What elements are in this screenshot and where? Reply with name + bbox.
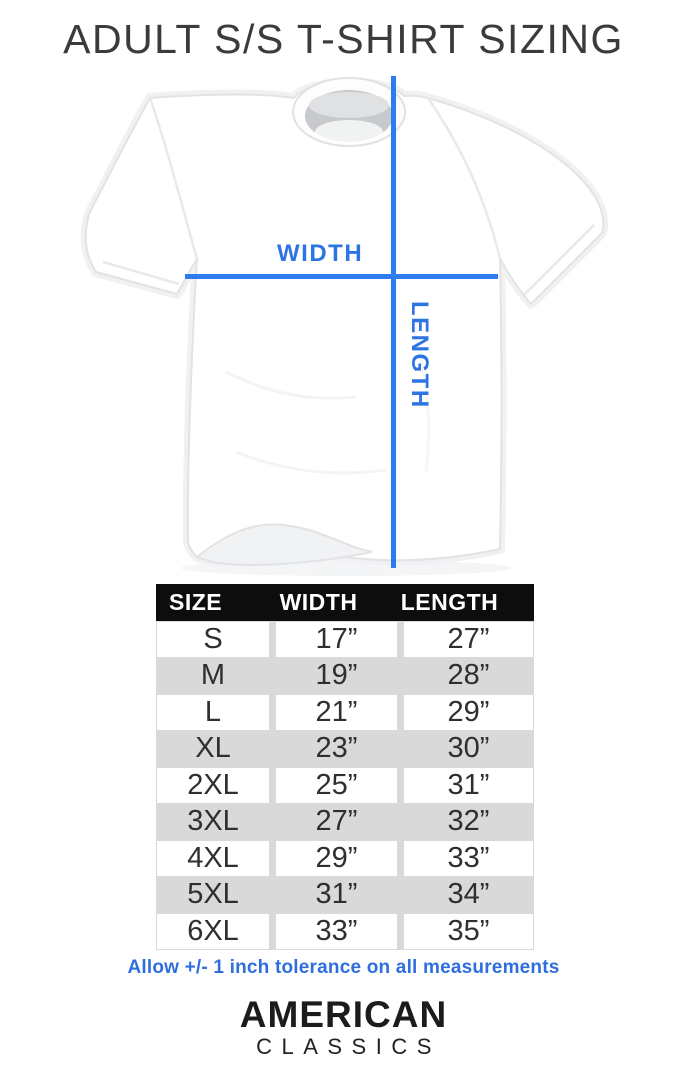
cell-width: 29” bbox=[275, 840, 398, 877]
width-measure-line bbox=[185, 274, 498, 279]
column-header-size: SIZE bbox=[169, 589, 223, 615]
column-header-length: LENGTH bbox=[400, 589, 499, 615]
cell-size: 5XL bbox=[187, 878, 239, 911]
table-row-m: M 19” 28” bbox=[156, 658, 534, 695]
cell-length: 32” bbox=[447, 805, 490, 838]
cell-length: 29” bbox=[403, 694, 534, 731]
size-table-header: SIZE WIDTH LENGTH bbox=[156, 584, 534, 621]
length-measure-line bbox=[391, 76, 396, 568]
cell-length: 33” bbox=[403, 840, 534, 877]
table-row-xl: XL 23” 30” bbox=[156, 731, 534, 768]
cell-length: 35” bbox=[403, 913, 534, 950]
cell-width: 33” bbox=[275, 913, 398, 950]
brand-name-classics: CLASSICS bbox=[256, 1034, 441, 1059]
cell-length: 30” bbox=[447, 732, 490, 765]
cell-width: 19” bbox=[315, 659, 358, 692]
brand-logo: AMERICAN CLASSICS bbox=[0, 996, 687, 1058]
size-table: SIZE WIDTH LENGTH S 17” 27” M 19” 28” L … bbox=[156, 584, 534, 950]
tshirt-image bbox=[76, 72, 614, 578]
table-row-6xl: 6XL 33” 35” bbox=[156, 913, 534, 950]
cell-width: 25” bbox=[275, 767, 398, 804]
table-row-2xl: 2XL 25” 31” bbox=[156, 767, 534, 804]
cell-length: 34” bbox=[447, 878, 490, 911]
table-row-s: S 17” 27” bbox=[156, 621, 534, 658]
width-label: WIDTH bbox=[277, 240, 364, 267]
cell-length: 27” bbox=[403, 621, 534, 658]
table-row-5xl: 5XL 31” 34” bbox=[156, 877, 534, 914]
length-label: LENGTH bbox=[406, 301, 433, 409]
cell-size: 6XL bbox=[156, 913, 270, 950]
cell-size: M bbox=[200, 659, 226, 692]
table-row-3xl: 3XL 27” 32” bbox=[156, 804, 534, 841]
tolerance-note: Allow +/- 1 inch tolerance on all measur… bbox=[127, 957, 560, 978]
table-row-4xl: 4XL 29” 33” bbox=[156, 840, 534, 877]
cell-length: 28” bbox=[447, 659, 490, 692]
cell-width: 23” bbox=[315, 732, 358, 765]
cell-width: 27” bbox=[315, 805, 358, 838]
cell-width: 21” bbox=[275, 694, 398, 731]
cell-size: 4XL bbox=[156, 840, 270, 877]
size-table-body: S 17” 27” M 19” 28” L 21” 29” XL 23” 30”… bbox=[156, 621, 534, 950]
table-row-l: L 21” 29” bbox=[156, 694, 534, 731]
cell-size: 2XL bbox=[156, 767, 270, 804]
cell-size: XL bbox=[195, 732, 231, 765]
brand-name-american: AMERICAN bbox=[239, 994, 448, 1035]
tshirt-graphic bbox=[80, 77, 609, 576]
cell-width: 17” bbox=[275, 621, 398, 658]
cell-length: 31” bbox=[403, 767, 534, 804]
cell-width: 31” bbox=[315, 878, 358, 911]
cell-size: S bbox=[156, 621, 270, 658]
cell-size: 3XL bbox=[187, 805, 239, 838]
page-title: ADULT S/S T-SHIRT SIZING bbox=[63, 16, 624, 62]
column-header-width: WIDTH bbox=[279, 589, 358, 615]
cell-size: L bbox=[156, 694, 270, 731]
